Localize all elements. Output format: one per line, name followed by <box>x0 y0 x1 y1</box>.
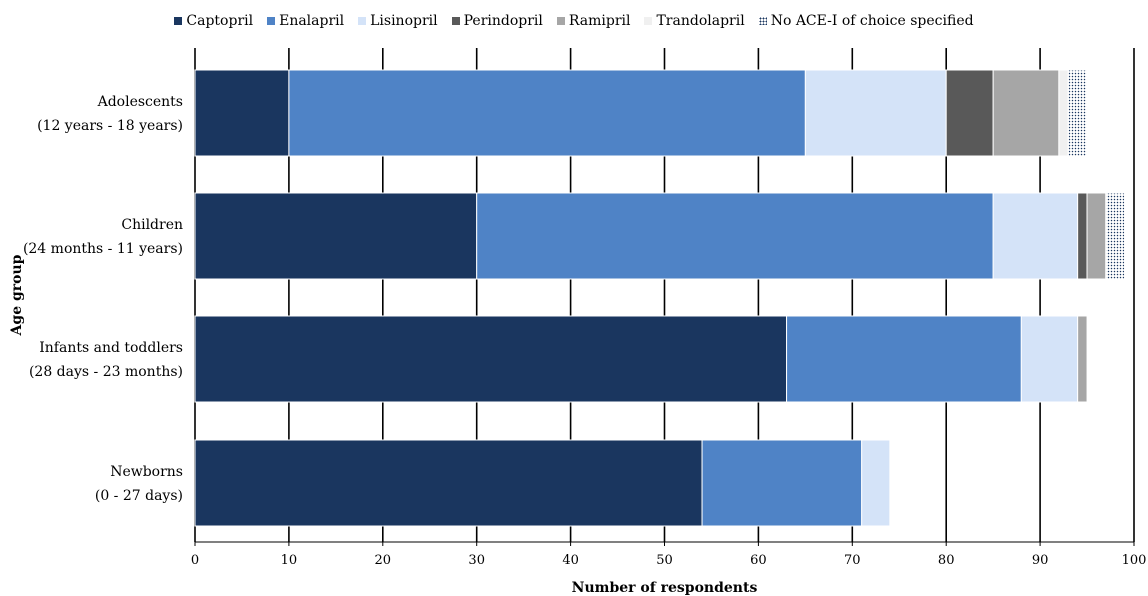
category-label: Children <box>121 217 183 233</box>
legend-item: Ramipril <box>556 13 631 29</box>
bar-segment <box>992 192 1079 280</box>
legend-item: Trandolapril <box>644 13 745 29</box>
bar-segment <box>194 439 703 527</box>
y-axis-title: Age group <box>9 254 25 336</box>
category-label: Newborns <box>110 464 183 480</box>
category-label: Infants and toddlers <box>39 340 183 356</box>
category-label: (0 - 27 days) <box>95 488 183 504</box>
bar-segment <box>194 69 290 157</box>
legend-label: Trandolapril <box>656 13 745 29</box>
legend-swatch <box>556 17 565 25</box>
bar-segment <box>861 439 891 527</box>
bar-segment <box>1077 192 1088 280</box>
legend: Captopril Enalapril Lisinopril Perindopril R… <box>0 10 1148 32</box>
legend-label: Ramipril <box>568 13 631 29</box>
bar-segment <box>1077 315 1088 403</box>
legend-swatch <box>758 17 767 25</box>
bar-segment <box>194 192 478 280</box>
bar-segment <box>701 439 863 527</box>
legend-swatch <box>644 17 653 25</box>
category-label: (12 years - 18 years) <box>37 118 183 134</box>
bar-segment <box>1020 315 1079 403</box>
category-label: (24 months - 11 years) <box>23 241 183 257</box>
legend-swatch <box>451 17 460 25</box>
bar-segment <box>476 192 994 280</box>
legend-label: Captopril <box>186 13 254 29</box>
x-tick-label: 40 <box>562 553 579 568</box>
x-tick-label: 60 <box>750 553 767 568</box>
bar-segment <box>945 69 994 157</box>
legend-label: Perindopril <box>463 13 543 29</box>
x-tick-label: 50 <box>656 553 673 568</box>
bar-segment <box>786 315 1022 403</box>
category-label: Adolescents <box>97 94 183 110</box>
x-tick-label: 10 <box>281 553 298 568</box>
legend-item: Captopril <box>174 13 253 29</box>
x-tick-label: 20 <box>375 553 392 568</box>
legend-label: Enalapril <box>279 13 345 29</box>
category-label: (28 days - 23 months) <box>29 364 183 380</box>
legend-item: Perindopril <box>451 13 543 29</box>
bar-segment <box>1067 69 1088 157</box>
x-tick-label: 0 <box>191 553 199 568</box>
x-tick-label: 30 <box>468 553 485 568</box>
x-tick-label: 70 <box>844 553 861 568</box>
x-tick-label: 90 <box>1032 553 1049 568</box>
legend-label: Lisinopril <box>370 13 438 29</box>
legend-item: Enalapril <box>267 13 344 29</box>
legend-item: No ACE-I of choice specified <box>758 13 974 29</box>
legend-swatch <box>174 17 183 25</box>
bar-segment <box>1058 69 1069 157</box>
x-tick-label: 80 <box>938 553 955 568</box>
bar-segment <box>1105 192 1126 280</box>
legend-item: Lisinopril <box>358 13 438 29</box>
bar-segment <box>804 69 947 157</box>
bar-segment <box>288 69 806 157</box>
bar-segment <box>194 315 788 403</box>
bar-segment <box>992 69 1060 157</box>
legend-swatch <box>358 17 367 25</box>
legend-label: No ACE-I of choice specified <box>770 13 974 29</box>
x-axis-title: Number of respondents <box>572 580 758 596</box>
legend-swatch <box>267 17 276 25</box>
x-tick-label: 100 <box>1122 553 1147 568</box>
bar-segment <box>1086 192 1107 280</box>
